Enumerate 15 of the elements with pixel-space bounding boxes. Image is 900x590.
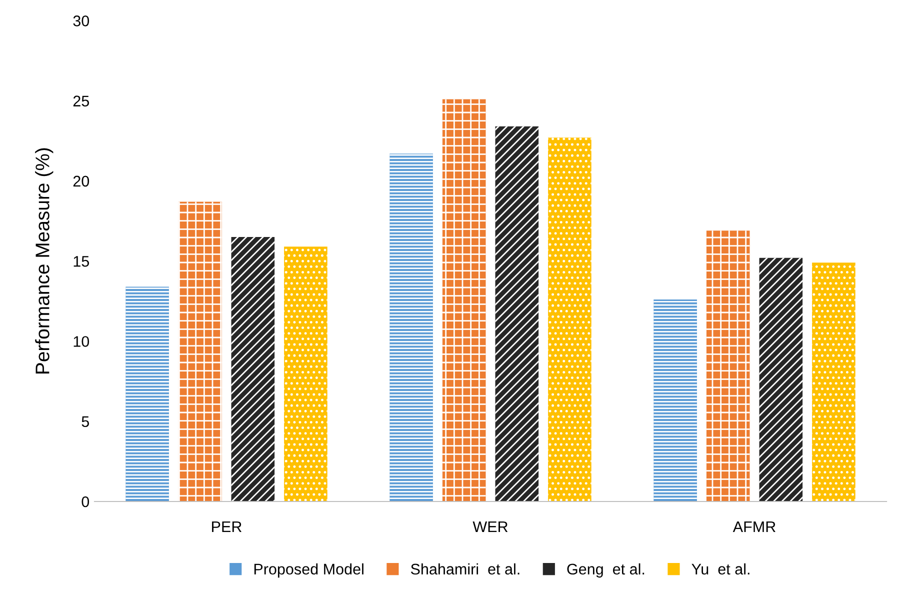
- y-tick-label: 10: [74, 336, 90, 347]
- y-tick-label: 30: [73, 16, 90, 26]
- legend-label: Shahamiri et al.: [410, 563, 520, 575]
- legend-label: Yu et al.: [692, 563, 750, 575]
- legend-label: Proposed Model: [254, 563, 364, 578]
- x-tick-label: PER: [212, 522, 242, 532]
- y-tick-label: 5: [82, 416, 89, 428]
- y-tick-label: 15: [74, 256, 89, 267]
- legend-label: Geng et al.: [567, 563, 644, 578]
- y-tick-label: 20: [73, 176, 90, 187]
- x-tick-label: AFMR: [732, 522, 776, 532]
- y-tick-label: 25: [73, 96, 89, 106]
- y-axis-title: Performance Measure (%): [35, 148, 54, 374]
- y-tick-label: 0: [82, 496, 90, 508]
- x-tick-label: WER: [472, 522, 508, 532]
